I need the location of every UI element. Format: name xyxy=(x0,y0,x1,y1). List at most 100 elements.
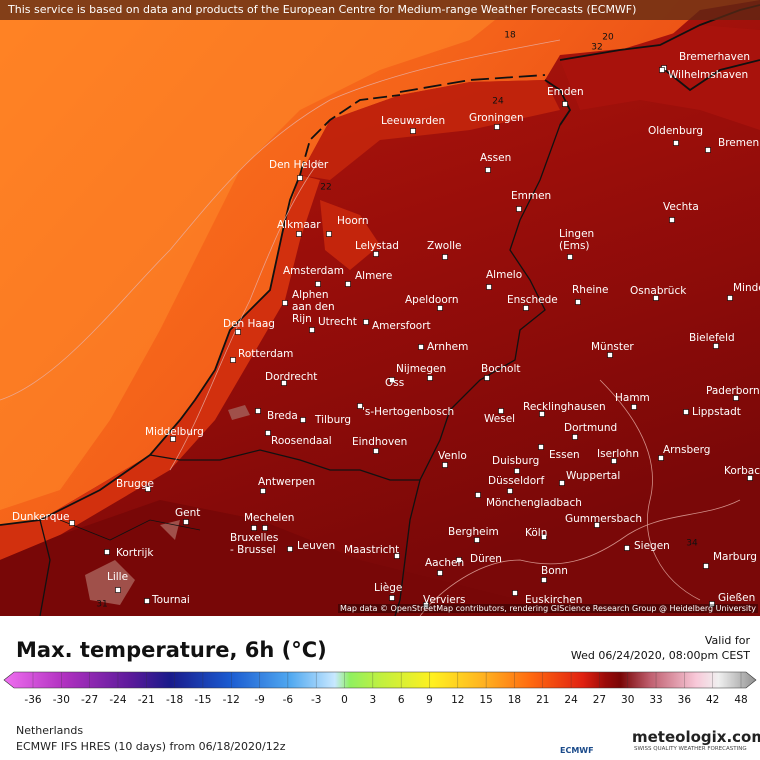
city-label: Leuven xyxy=(297,540,335,552)
legend-panel: Max. temperature, 6h (°C) Valid for Wed … xyxy=(0,616,760,760)
city-marker xyxy=(607,352,613,358)
city-marker xyxy=(345,281,351,287)
city-marker xyxy=(326,231,332,237)
city-marker xyxy=(363,319,369,325)
city-marker xyxy=(282,300,288,306)
city-label: Almelo xyxy=(486,269,522,281)
city-marker xyxy=(373,448,379,454)
city-marker xyxy=(713,343,719,349)
city-label: Dordrecht xyxy=(265,371,317,383)
city-marker xyxy=(572,434,578,440)
city-label: Rotterdam xyxy=(238,348,293,360)
contour-label: 34 xyxy=(686,539,698,549)
city-marker xyxy=(539,411,545,417)
city-label: Iserlohn xyxy=(597,448,639,460)
city-marker xyxy=(144,598,150,604)
city-label: Bielefeld xyxy=(689,332,735,344)
city-label: Marburg xyxy=(713,551,757,563)
city-label: Amsterdam xyxy=(283,265,344,277)
city-marker xyxy=(296,231,302,237)
city-label: Düren xyxy=(470,553,502,565)
city-marker xyxy=(486,284,492,290)
city-label: Emden xyxy=(547,86,584,98)
city-label: Rijn xyxy=(292,313,312,325)
city-label: Alkmaar xyxy=(277,219,321,231)
city-marker xyxy=(516,206,522,212)
city-label: Bergheim xyxy=(448,526,499,538)
city-marker xyxy=(410,128,416,134)
contours xyxy=(0,39,741,616)
city-marker xyxy=(287,546,293,552)
city-marker xyxy=(683,409,689,415)
city-marker xyxy=(523,305,529,311)
city-label: Antwerpen xyxy=(258,476,315,488)
city-label: Lelystad xyxy=(355,240,399,252)
city-label: Nijmegen xyxy=(396,363,446,375)
city-marker xyxy=(437,305,443,311)
colorbar-tick-label: -30 xyxy=(53,694,70,706)
city-label: Gummersbach xyxy=(565,513,642,525)
ijsselmeer xyxy=(320,200,380,270)
colorbar-tick-label: 30 xyxy=(621,694,634,706)
city-label: Köln xyxy=(525,527,547,539)
city-marker xyxy=(230,357,236,363)
contour-label: 24 xyxy=(492,97,504,107)
city-marker xyxy=(727,295,733,301)
city-marker xyxy=(394,553,400,559)
city-marker xyxy=(512,590,518,596)
city-label: Lingen xyxy=(559,228,594,240)
city-marker xyxy=(747,475,753,481)
city-marker xyxy=(373,251,379,257)
colorbar-tick-label: 42 xyxy=(706,694,719,706)
colorbar-tick-label: -15 xyxy=(194,694,211,706)
city-marker xyxy=(653,295,659,301)
colorbar-bar xyxy=(3,671,757,689)
city-marker xyxy=(145,486,151,492)
city-marker xyxy=(260,488,266,494)
city-marker xyxy=(442,254,448,260)
colorbar-tick-label: -18 xyxy=(166,694,183,706)
city-label: (Ems) xyxy=(559,240,590,252)
city-marker xyxy=(559,480,565,486)
city-marker xyxy=(389,377,395,383)
city-marker xyxy=(183,519,189,525)
city-marker xyxy=(541,534,547,540)
city-marker xyxy=(427,375,433,381)
city-marker xyxy=(315,281,321,287)
city-label: Hoorn xyxy=(337,215,369,227)
colorbar-tick-label: -12 xyxy=(223,694,240,706)
colorbar-tick-label: 18 xyxy=(508,694,521,706)
city-marker xyxy=(484,375,490,381)
city-marker xyxy=(485,167,491,173)
city-marker xyxy=(418,344,424,350)
city-label: Arnhem xyxy=(427,341,468,353)
map: Emden Bremerhaven Wilhelmshaven Leeuwarden G… xyxy=(0,0,760,616)
city-label: Groningen xyxy=(469,112,524,124)
city-label: Gent xyxy=(175,507,200,519)
brand[interactable]: meteologix.com xyxy=(632,728,760,746)
city-marker xyxy=(309,327,315,333)
colorbar-tick-label: 9 xyxy=(426,694,433,706)
city-marker xyxy=(507,488,513,494)
city-label: Utrecht xyxy=(318,316,357,328)
city-label: Tilburg xyxy=(314,414,351,426)
city-label: Tournai xyxy=(151,594,190,606)
city-label: Middelburg xyxy=(145,426,204,438)
city-label: Bocholt xyxy=(481,363,521,375)
city-marker xyxy=(673,140,679,146)
city-marker xyxy=(562,101,568,107)
city-marker xyxy=(624,545,630,551)
legend-title: Max. temperature, 6h (°C) xyxy=(16,638,327,662)
city-label: Assen xyxy=(480,152,511,164)
city-marker xyxy=(669,217,675,223)
city-marker xyxy=(281,380,287,386)
city-label: Emmen xyxy=(511,190,551,202)
city-label: Kortrijk xyxy=(116,547,154,559)
city-marker xyxy=(442,462,448,468)
model-info: ECMWF IFS HRES (10 days) from 06/18/2020… xyxy=(16,740,286,753)
city-label: Rheine xyxy=(572,284,608,296)
colorbar-tick-label: 6 xyxy=(398,694,405,706)
city-label: Alphen xyxy=(292,289,329,301)
region: Netherlands xyxy=(16,724,84,737)
